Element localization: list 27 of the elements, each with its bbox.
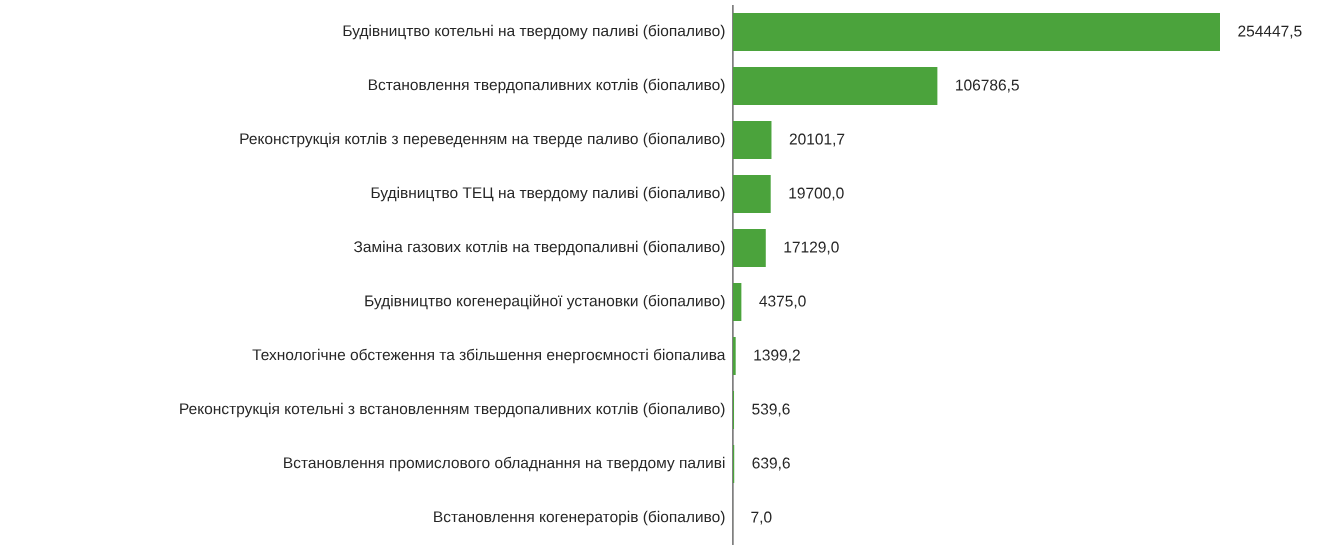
y-tick-label: Встановлення твердопаливних котлів (біопаливо) xyxy=(368,78,725,94)
data-label: 1399,2 xyxy=(754,349,800,363)
data-label: 539,6 xyxy=(752,403,790,417)
bar xyxy=(733,228,766,267)
y-tick-label: Будівництво когенераційної установки (біопаливо) xyxy=(365,294,725,310)
y-tick-label: Будівництво котельні на твердому паливі (біопаливо) xyxy=(343,24,725,40)
bar xyxy=(733,282,742,321)
bar xyxy=(733,120,772,159)
data-label: 19700,0 xyxy=(789,187,844,201)
data-label: 20101,7 xyxy=(789,133,845,147)
y-tick-label: Реконструкція котлів з переведенням на тверде паливо (біопаливо) xyxy=(240,132,725,148)
y-tick-label: Встановлення когенераторів (біопаливо) xyxy=(434,510,725,526)
data-label: 7,0 xyxy=(751,511,772,525)
data-label: 4375,0 xyxy=(759,295,806,309)
data-label: 639,6 xyxy=(752,457,790,471)
y-tick-label: Встановлення промислового обладнання на твердому паливі xyxy=(284,456,725,472)
y-tick-label: Заміна газових котлів на твердопаливні (біопаливо) xyxy=(354,240,725,256)
bar xyxy=(733,12,1220,51)
y-tick-label: Будівництво ТЕЦ на твердому паливі (біопаливо) xyxy=(371,186,725,202)
y-tick-label: Технологічне обстеження та збільшення енергоємності біопалива xyxy=(252,348,726,364)
bar xyxy=(733,66,938,105)
data-label: 17129,0 xyxy=(784,241,839,255)
bar xyxy=(733,336,736,375)
data-label: 106786,5 xyxy=(956,79,1019,93)
bar xyxy=(733,174,771,213)
data-label: 254447,5 xyxy=(1238,25,1302,39)
y-tick-label: Реконструкція котельні з встановленням твердопаливних котлів (біопаливо) xyxy=(180,402,725,418)
